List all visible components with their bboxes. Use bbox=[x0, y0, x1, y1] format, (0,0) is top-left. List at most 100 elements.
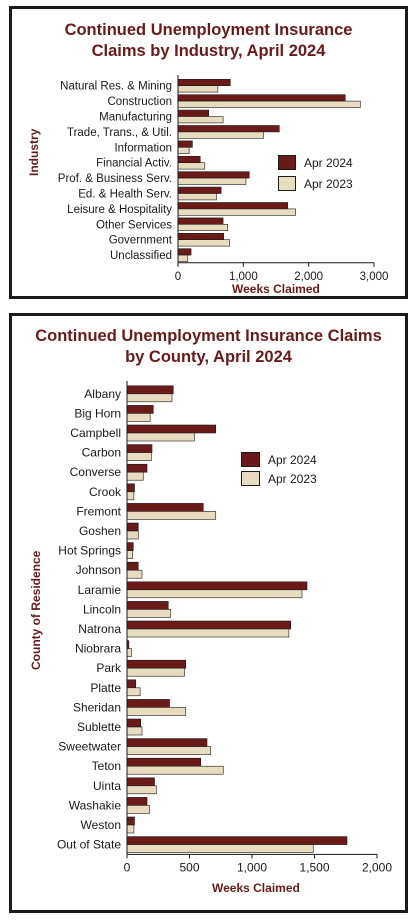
bar-apr-2023 bbox=[177, 254, 189, 262]
category-label: Sublette bbox=[77, 720, 121, 734]
bar-apr-2023 bbox=[126, 785, 157, 795]
bar-apr-2024 bbox=[126, 522, 139, 532]
category-label: Lincoln bbox=[83, 602, 121, 616]
legend-swatch-2024 bbox=[241, 452, 260, 467]
bar-apr-2024 bbox=[177, 217, 224, 225]
bar-apr-2024 bbox=[126, 777, 155, 787]
bar-apr-2023 bbox=[126, 452, 152, 461]
bar-apr-2023 bbox=[177, 193, 217, 201]
category-label: Sweetwater bbox=[58, 740, 121, 754]
x-tick-label: 2,000 bbox=[362, 860, 392, 874]
bar-apr-2023 bbox=[177, 162, 206, 170]
industry-y-axis-title: Industry bbox=[27, 128, 41, 176]
category-label: Crook bbox=[89, 485, 122, 499]
bar-apr-2023 bbox=[126, 765, 224, 775]
category-label: Information bbox=[114, 142, 172, 154]
legend-swatch-2023 bbox=[278, 176, 296, 191]
category-label: Financial Activ. bbox=[96, 158, 172, 170]
category-label: Ed. & Health Serv. bbox=[78, 189, 172, 201]
bar-apr-2023 bbox=[177, 147, 190, 155]
category-label: Albany bbox=[84, 387, 121, 401]
bar-apr-2023 bbox=[177, 239, 230, 247]
category-label: Manufacturing bbox=[99, 112, 172, 124]
bar-apr-2023 bbox=[177, 100, 361, 108]
bar-apr-2024 bbox=[126, 620, 292, 630]
county-bar-chart: Albany Big Horn Campbell Carbon Converse Croo… bbox=[57, 381, 392, 874]
x-tick-label: 2,000 bbox=[294, 271, 323, 283]
bar-apr-2023 bbox=[177, 224, 228, 232]
bar-apr-2024 bbox=[126, 699, 170, 708]
bar-apr-2023 bbox=[126, 667, 185, 677]
bar-apr-2023 bbox=[126, 609, 172, 618]
bar-apr-2023 bbox=[126, 413, 151, 422]
category-label: Unclassified bbox=[110, 250, 172, 262]
bar-apr-2023 bbox=[126, 432, 195, 442]
county-x-axis-title: Weeks Claimed bbox=[212, 881, 300, 895]
category-label: Carbon bbox=[82, 446, 121, 460]
category-label: Washakie bbox=[69, 798, 122, 812]
bar-apr-2023 bbox=[126, 648, 132, 657]
county-chart-panel: Albany Big Horn Campbell Carbon Converse Croo… bbox=[9, 313, 408, 913]
bar-apr-2023 bbox=[126, 589, 303, 599]
category-label: Laramie bbox=[78, 583, 122, 597]
category-label: Goshen bbox=[79, 524, 121, 538]
category-label: Other Services bbox=[96, 219, 172, 231]
bar-apr-2024 bbox=[177, 125, 280, 133]
bar-apr-2024 bbox=[126, 816, 135, 826]
bar-apr-2024 bbox=[126, 424, 217, 434]
x-tick-label: 0 bbox=[124, 860, 131, 874]
category-label: Out of State bbox=[57, 838, 121, 852]
legend-label-2024: Apr 2024 bbox=[304, 155, 353, 170]
legend-swatch-2024 bbox=[278, 155, 296, 170]
industry-chart-title: Continued Unemployment Insurance Claims b… bbox=[64, 21, 353, 60]
category-label: Trade, Trans., & Util. bbox=[67, 127, 172, 139]
bar-apr-2024 bbox=[126, 385, 174, 395]
bar-apr-2023 bbox=[177, 85, 219, 93]
bar-apr-2024 bbox=[177, 109, 210, 117]
bar-apr-2023 bbox=[126, 628, 290, 638]
bar-apr-2024 bbox=[126, 836, 348, 845]
category-label: Johnson bbox=[76, 563, 121, 577]
bar-apr-2023 bbox=[177, 131, 264, 139]
category-label: Campbell bbox=[70, 426, 121, 440]
category-label: Weston bbox=[81, 818, 121, 832]
bar-apr-2023 bbox=[177, 177, 247, 185]
bar-apr-2023 bbox=[126, 511, 217, 520]
category-label: Teton bbox=[92, 759, 121, 773]
legend-label-2023: Apr 2023 bbox=[268, 471, 317, 486]
bar-apr-2023 bbox=[126, 569, 143, 579]
category-label: Government bbox=[109, 235, 173, 247]
bar-apr-2023 bbox=[126, 393, 173, 403]
bar-apr-2023 bbox=[126, 471, 144, 481]
bar-apr-2024 bbox=[126, 679, 137, 689]
bar-apr-2024 bbox=[126, 581, 308, 591]
x-tick-label: 500 bbox=[179, 860, 199, 874]
bar-apr-2024 bbox=[177, 156, 201, 164]
bar-apr-2023 bbox=[126, 550, 133, 559]
bar-apr-2024 bbox=[126, 718, 142, 728]
bar-apr-2023 bbox=[126, 687, 141, 697]
industry-legend-apr-2023: Apr 2023 bbox=[278, 176, 353, 191]
x-tick-label: 1,000 bbox=[229, 271, 258, 283]
bar-apr-2023 bbox=[126, 805, 150, 814]
bar-apr-2023 bbox=[126, 491, 135, 501]
category-label: Construction bbox=[107, 96, 172, 108]
bar-apr-2024 bbox=[126, 463, 148, 473]
x-tick-label: 0 bbox=[175, 271, 181, 283]
category-label: Niobrara bbox=[75, 642, 121, 656]
industry-bar-chart: Natural Res. & Mining Construction Manufac… bbox=[58, 75, 389, 283]
bar-apr-2023 bbox=[126, 746, 212, 755]
category-label: Hot Springs bbox=[58, 544, 121, 558]
bar-apr-2024 bbox=[126, 561, 139, 571]
x-tick-label: 1,000 bbox=[237, 860, 267, 874]
bar-apr-2024 bbox=[126, 797, 148, 806]
category-label: Natural Res. & Mining bbox=[60, 81, 172, 93]
bar-apr-2024 bbox=[177, 94, 346, 102]
bar-apr-2023 bbox=[126, 726, 143, 736]
bar-apr-2024 bbox=[126, 757, 202, 767]
county-chart-title: Continued Unemployment Insurance Claims b… bbox=[35, 327, 382, 366]
x-tick-label: 3,000 bbox=[360, 271, 389, 283]
bar-apr-2024 bbox=[177, 140, 193, 148]
category-label: Natrona bbox=[78, 622, 121, 636]
bar-apr-2024 bbox=[126, 659, 187, 669]
